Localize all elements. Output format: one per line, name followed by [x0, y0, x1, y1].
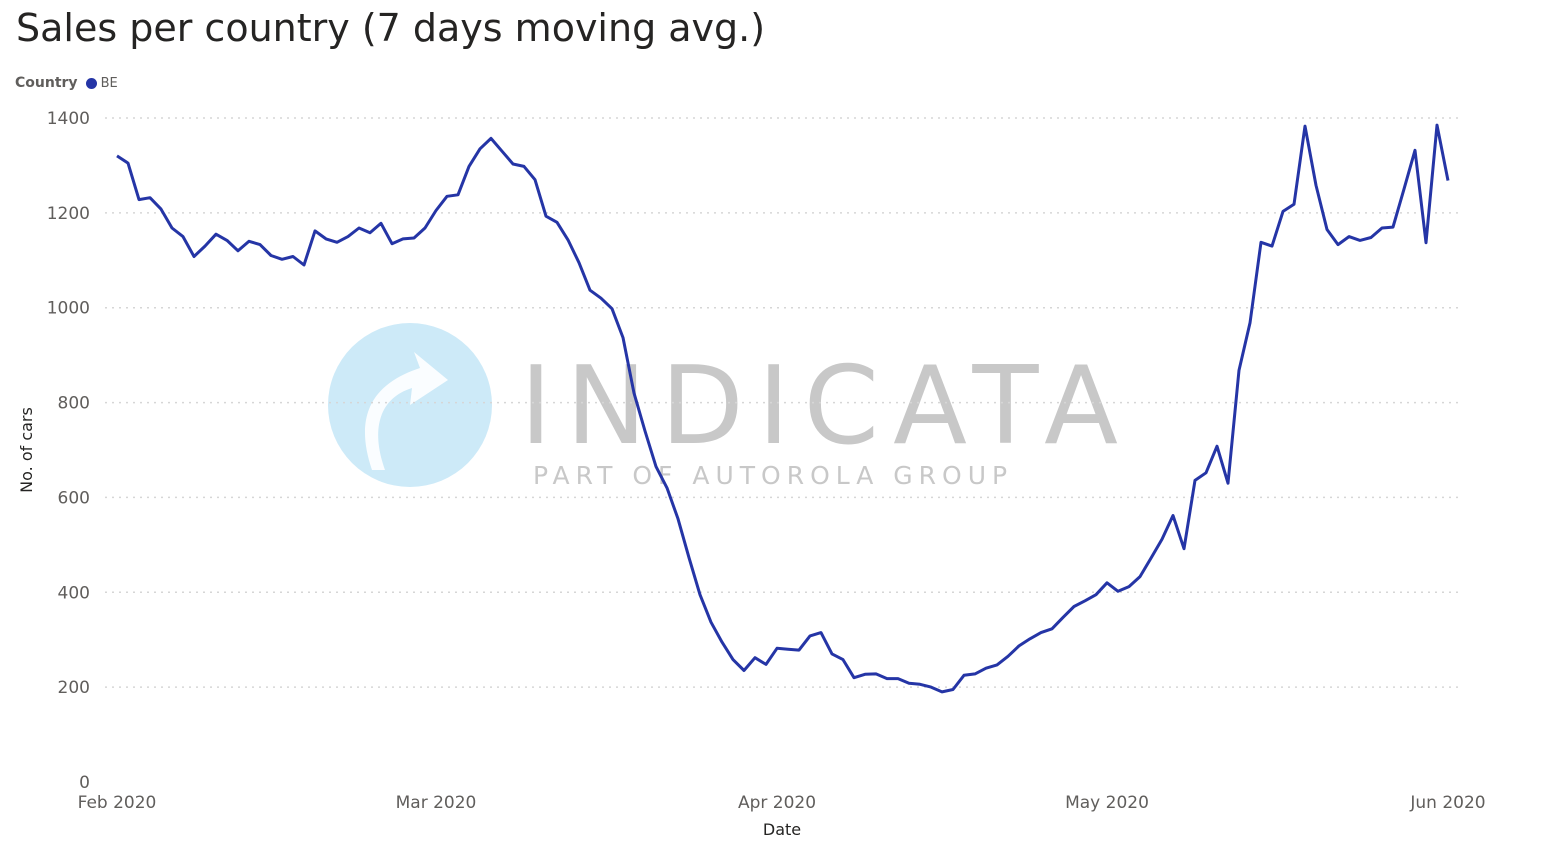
- series-line-be[interactable]: [116, 123, 1450, 694]
- x-tick-label: Apr 2020: [738, 793, 816, 813]
- y-tick-label: 1000: [47, 299, 90, 319]
- y-tick-label: 600: [58, 488, 90, 508]
- watermark-tagline: PART OF AUTOROLA GROUP: [533, 461, 1013, 490]
- y-tick-label: 400: [58, 583, 90, 603]
- y-tick-label: 1400: [47, 109, 90, 129]
- legend: Country BE: [15, 75, 118, 91]
- watermark-swoosh-icon: [364, 352, 448, 470]
- y-tick-label: 800: [58, 394, 90, 414]
- y-axis: 0 200 400 600 800 1000 1200 1400: [47, 109, 90, 793]
- legend-marker[interactable]: [85, 77, 97, 89]
- y-tick-label: 0: [79, 773, 90, 793]
- watermark-brand: INDICATA: [520, 344, 1132, 469]
- x-tick-label: May 2020: [1065, 793, 1149, 813]
- x-tick-label: Mar 2020: [396, 793, 477, 813]
- y-axis-title: No. of cars: [17, 407, 36, 493]
- legend-title: Country: [15, 75, 78, 91]
- x-tick-label: Jun 2020: [1409, 793, 1485, 813]
- x-tick-label: Feb 2020: [78, 793, 157, 813]
- watermark: INDICATA PART OF AUTOROLA GROUP: [328, 323, 1132, 490]
- chart-title: Sales per country (7 days moving avg.): [16, 6, 766, 50]
- x-axis-title: Date: [763, 820, 801, 839]
- x-axis: Feb 2020 Mar 2020 Apr 2020 May 2020 Jun 2020: [78, 793, 1486, 813]
- legend-item-be[interactable]: BE: [100, 75, 118, 91]
- y-tick-label: 1200: [47, 204, 90, 224]
- y-tick-label: 200: [58, 678, 90, 698]
